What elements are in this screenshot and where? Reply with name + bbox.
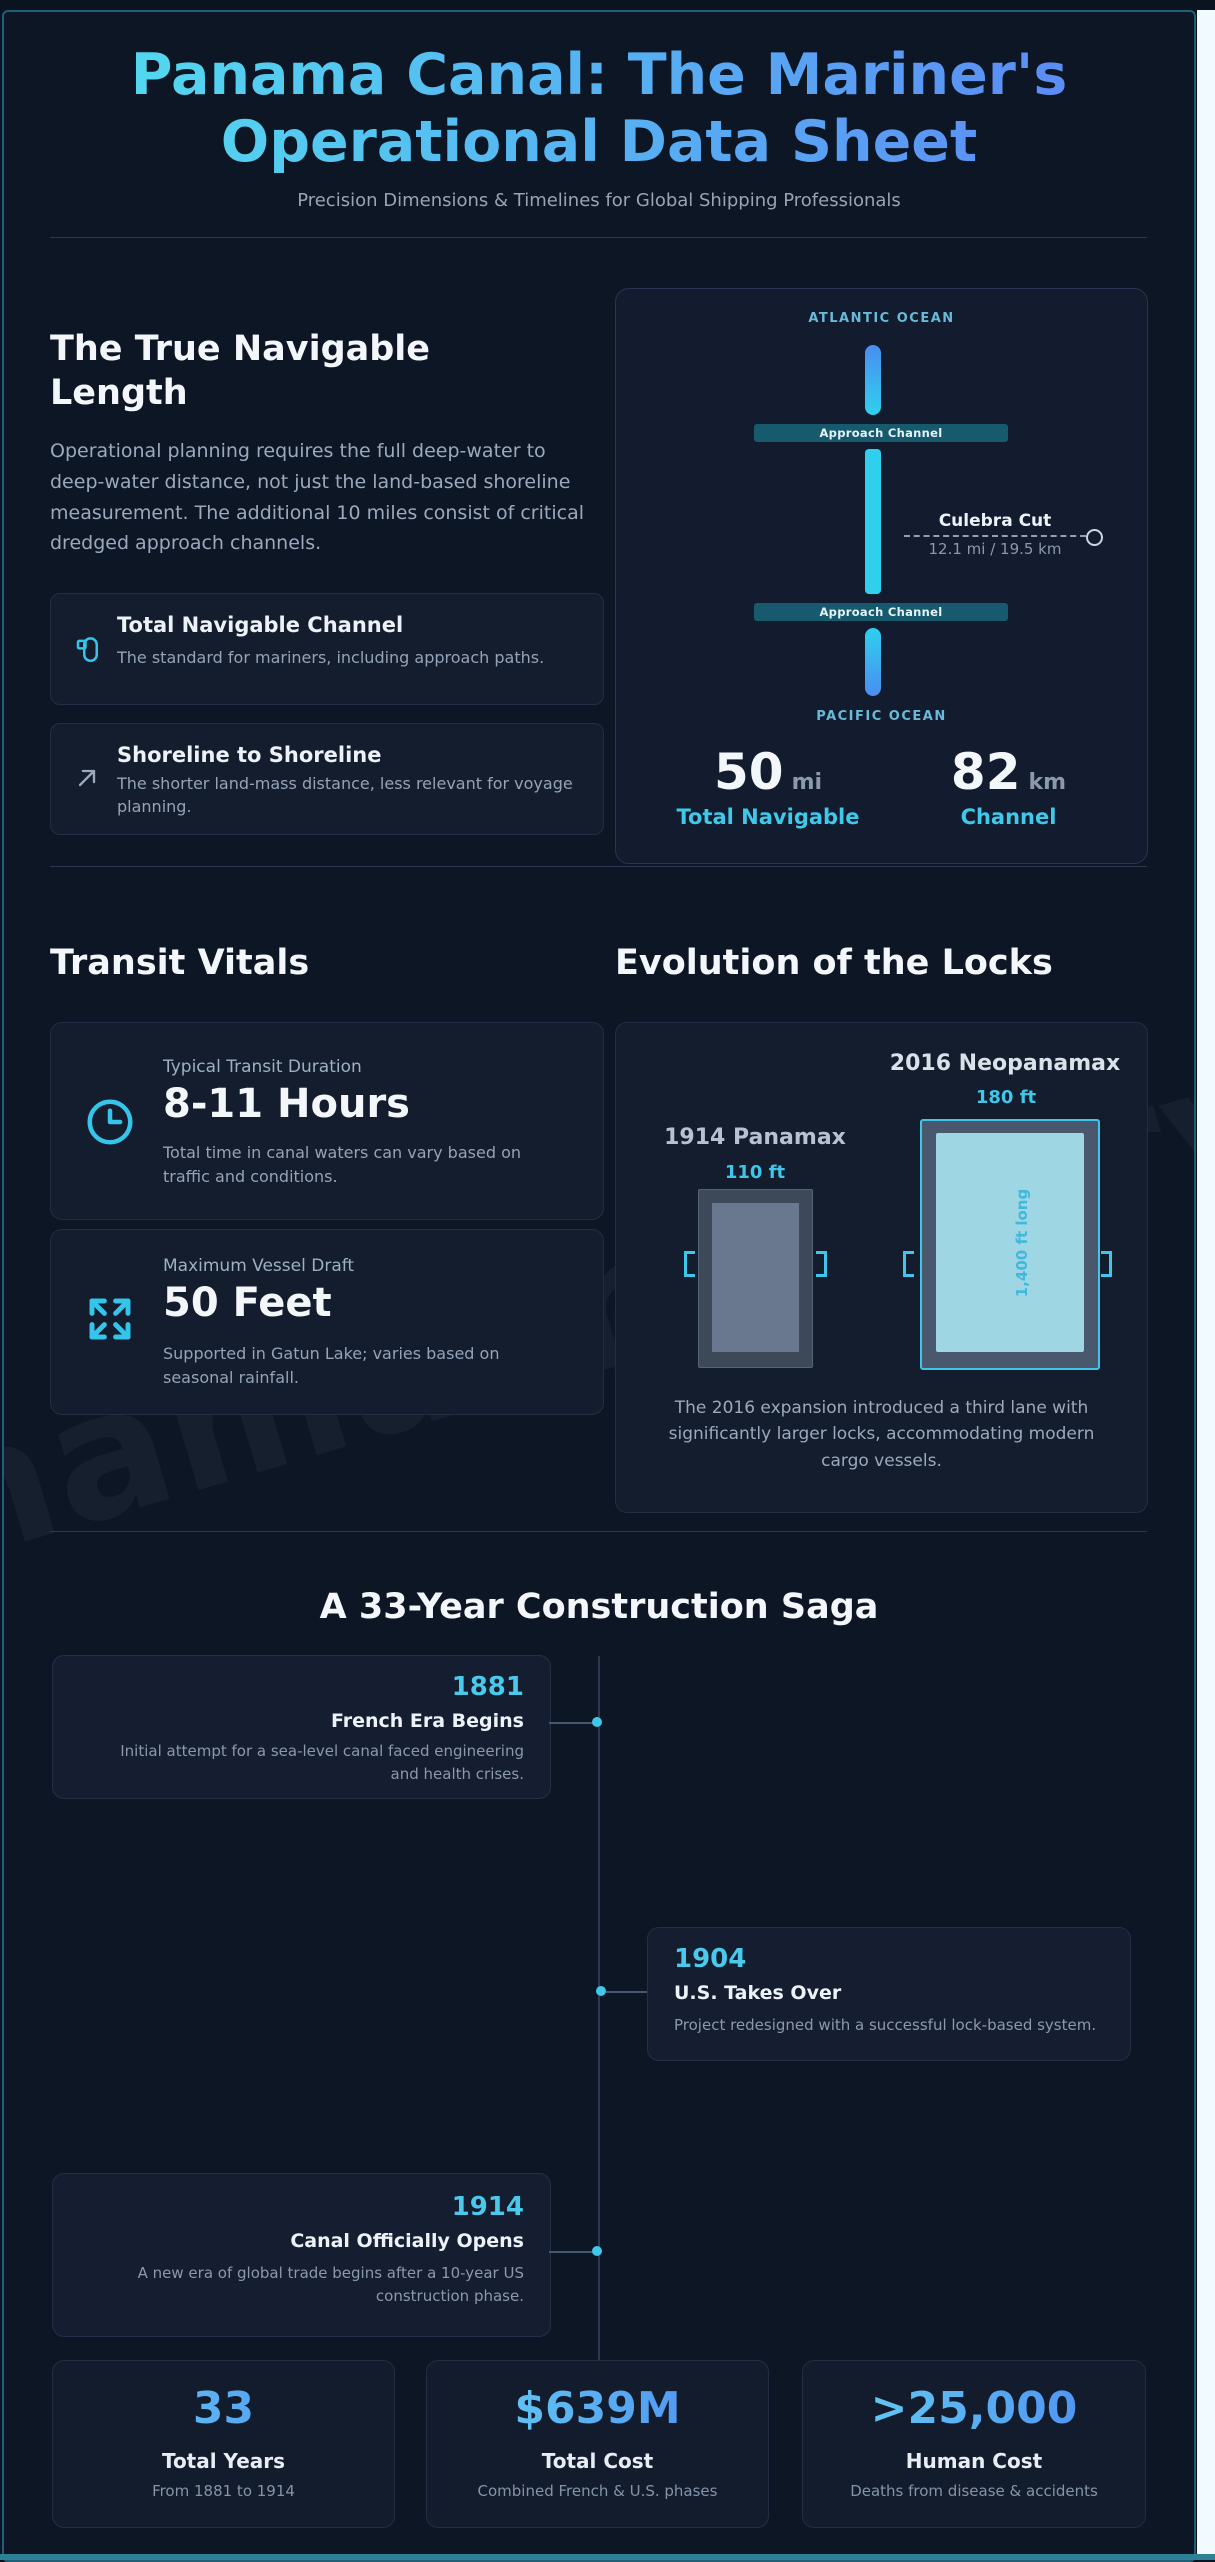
- locks-heading: Evolution of the Locks: [615, 943, 1053, 983]
- stat-subtext: Combined French & U.S. phases: [477, 2482, 718, 2500]
- locks-comparison-card: 2016 Neopanamax 180 ft 1,400 ft long 191…: [615, 1022, 1148, 1513]
- vessel-draft-card: Maximum Vessel Draft 50 Feet Supported i…: [50, 1229, 604, 1415]
- vitals-heading: Transit Vitals: [50, 943, 310, 983]
- vital-value: 50 Feet: [163, 1280, 332, 1326]
- shoreline-to-shoreline-card: Shoreline to Shoreline The shorter land-…: [50, 723, 604, 835]
- vital-value: 8-11 Hours: [163, 1081, 410, 1127]
- section-divider: [50, 1531, 1147, 1532]
- locks-caption: The 2016 expansion introduced a third la…: [668, 1398, 1095, 1471]
- pacific-ocean-label: PACIFIC OCEAN: [816, 709, 947, 724]
- neopanamax-lock-shape: 1,400 ft long: [920, 1119, 1100, 1370]
- timeline-dot: [596, 1986, 606, 1996]
- event-description: Initial attempt for a sea-level canal fa…: [120, 1742, 524, 1783]
- canal-bar-pacific-segment: [865, 628, 881, 696]
- stat-unit: mi: [791, 770, 823, 795]
- stat-value: >25,000: [803, 2383, 1145, 2434]
- timeline-event-1904: 1904 U.S. Takes Over Project redesigned …: [647, 1927, 1131, 2061]
- timeline-vertical-line: [598, 1656, 600, 2400]
- canal-bar-atlantic-segment: [865, 345, 881, 415]
- vital-label: Typical Transit Duration: [163, 1057, 362, 1077]
- clock-icon: [83, 1095, 137, 1149]
- expand-icon: [83, 1292, 137, 1346]
- stat-label: Channel: [960, 805, 1057, 829]
- canal-bar-culebra-segment: [865, 449, 881, 594]
- timeline-connector: [549, 2251, 593, 2253]
- total-years-stat-card: 33 Total Years From 1881 to 1914: [52, 2360, 395, 2528]
- transit-duration-card: Typical Transit Duration 8-11 Hours Tota…: [50, 1022, 604, 1220]
- width-bracket-left: [903, 1251, 914, 1277]
- navigable-heading: The True Navigable Length: [50, 329, 431, 413]
- stat-label: Human Cost: [905, 2449, 1043, 2473]
- timeline-connector: [549, 1722, 593, 1724]
- width-bracket-right: [816, 1251, 827, 1277]
- canal-schematic-card: ATLANTIC OCEAN Approach Channel Culebra …: [615, 288, 1148, 864]
- timeline-connector: [606, 1991, 647, 1993]
- panamax-lock-shape: [698, 1189, 813, 1368]
- event-year: 1914: [451, 2192, 524, 2222]
- stat-label: Total Cost: [541, 2449, 654, 2473]
- panamax-lock-chamber: [712, 1203, 799, 1352]
- event-title: Canal Officially Opens: [290, 2230, 524, 2252]
- total-cost-stat-card: $639M Total Cost Combined French & U.S. …: [426, 2360, 769, 2528]
- vital-description: Supported in Gatun Lake; varies based on…: [163, 1344, 500, 1387]
- neopanamax-length-label: 1,400 ft long: [1012, 1188, 1031, 1297]
- culebra-dashed-line: [904, 535, 1086, 537]
- vital-label: Maximum Vessel Draft: [163, 1256, 355, 1276]
- bottom-teal-bar: [0, 2554, 1215, 2560]
- channel-km-stat: 82 km Channel: [896, 747, 1121, 829]
- total-navigable-channel-card: Total Navigable Channel The standard for…: [50, 593, 604, 705]
- card-description: The standard for mariners, including app…: [117, 648, 545, 667]
- card-title: Total Navigable Channel: [117, 613, 404, 637]
- event-description: A new era of global trade begins after a…: [137, 2264, 524, 2305]
- event-year: 1904: [674, 1944, 747, 1974]
- culebra-marker-circle: [1086, 529, 1103, 546]
- culebra-cut-annotation: Culebra Cut 12.1 mi / 19.5 km: [904, 511, 1086, 558]
- stat-label: Total Years: [161, 2449, 286, 2473]
- panamax-name: 1914 Panamax: [664, 1125, 846, 1150]
- card-description: The shorter land-mass distance, less rel…: [117, 774, 573, 817]
- event-description: Project redesigned with a successful loc…: [674, 2016, 1097, 2034]
- culebra-cut-title: Culebra Cut: [938, 511, 1052, 531]
- card-title: Shoreline to Shoreline: [117, 743, 382, 767]
- event-year: 1881: [451, 1672, 524, 1702]
- stat-subtext: Deaths from disease & accidents: [850, 2482, 1098, 2500]
- navigable-body-text: Operational planning requires the full d…: [50, 440, 584, 555]
- approach-channel-pill-bottom: Approach Channel: [754, 603, 1008, 621]
- timeline-event-1881: 1881 French Era Begins Initial attempt f…: [52, 1655, 551, 1799]
- timeline-dot: [592, 1717, 602, 1727]
- neopanamax-name: 2016 Neopanamax: [889, 1051, 1121, 1076]
- channel-icon: [73, 634, 103, 664]
- stat-subtext: From 1881 to 1914: [152, 2482, 295, 2500]
- timeline-event-1914: 1914 Canal Officially Opens A new era of…: [52, 2173, 551, 2337]
- section-divider: [50, 237, 1147, 238]
- event-title: U.S. Takes Over: [674, 1982, 842, 2004]
- panamax-width-label: 110 ft: [724, 1162, 786, 1183]
- vital-description: Total time in canal waters can vary base…: [163, 1143, 521, 1186]
- culebra-cut-distance: 12.1 mi / 19.5 km: [928, 540, 1062, 558]
- page-subtitle: Precision Dimensions & Timelines for Glo…: [297, 190, 901, 211]
- approach-channel-pill-top: Approach Channel: [754, 424, 1008, 442]
- human-cost-stat-card: >25,000 Human Cost Deaths from disease &…: [802, 2360, 1146, 2528]
- neopanamax-width-label: 180 ft: [975, 1087, 1037, 1108]
- page-gutter: [1197, 10, 1215, 2560]
- stat-value: 82: [950, 743, 1021, 801]
- page-title: Panama Canal: The Mariner's Operational …: [2, 42, 1196, 177]
- arrow-up-right-icon: [73, 764, 103, 794]
- atlantic-ocean-label: ATLANTIC OCEAN: [808, 311, 955, 326]
- section-divider: [50, 866, 1147, 867]
- stat-value: 33: [53, 2383, 394, 2434]
- stat-value: $639M: [427, 2383, 768, 2434]
- timeline-heading: A 33-Year Construction Saga: [319, 1587, 879, 1627]
- timeline-dot: [592, 2246, 602, 2256]
- event-title: French Era Begins: [330, 1710, 524, 1732]
- width-bracket-left: [684, 1251, 695, 1277]
- stat-unit: km: [1028, 770, 1067, 795]
- stat-value: 50: [713, 743, 784, 801]
- stat-label: Total Navigable: [676, 805, 860, 829]
- total-navigable-stat: 50 mi Total Navigable: [648, 747, 888, 829]
- neopanamax-lock-chamber: 1,400 ft long: [936, 1133, 1084, 1352]
- width-bracket-right: [1101, 1251, 1112, 1277]
